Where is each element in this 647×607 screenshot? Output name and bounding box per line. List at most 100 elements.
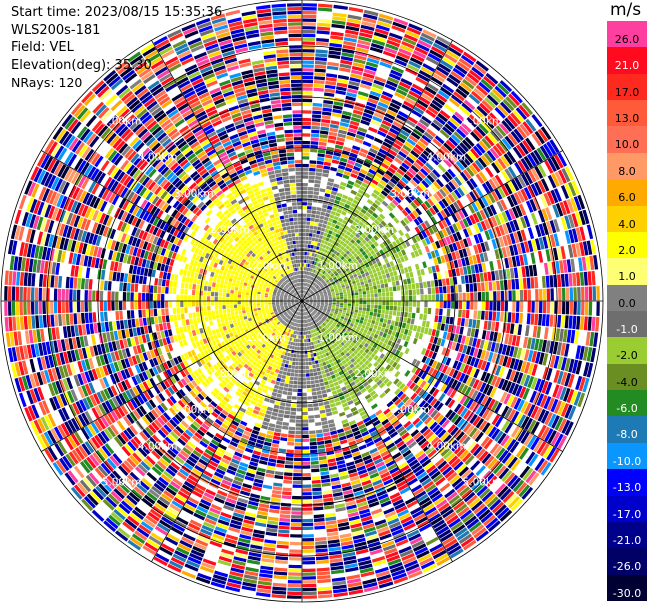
- velocity-gate: [262, 484, 273, 490]
- velocity-gate: [290, 372, 295, 377]
- velocity-gate: [342, 207, 349, 213]
- velocity-gate: [315, 429, 323, 434]
- velocity-gate: [435, 264, 440, 273]
- velocity-gate: [355, 298, 359, 301]
- velocity-gate: [287, 438, 295, 442]
- velocity-gate: [385, 134, 396, 142]
- velocity-gate: [394, 275, 399, 281]
- velocity-gate: [404, 141, 414, 150]
- velocity-gate: [341, 52, 354, 58]
- velocity-gate: [316, 270, 319, 275]
- velocity-gate: [327, 458, 336, 463]
- velocity-gate: [495, 125, 507, 137]
- velocity-gate: [453, 131, 464, 141]
- velocity-gate: [414, 242, 421, 250]
- velocity-gate: [457, 209, 465, 219]
- velocity-gate: [449, 117, 460, 128]
- velocity-gate: [280, 510, 291, 515]
- velocity-gate: [450, 191, 459, 201]
- velocity-gate: [374, 297, 378, 301]
- velocity-gate: [447, 293, 451, 301]
- velocity-gate: [418, 182, 427, 191]
- velocity-gate: [356, 43, 370, 50]
- velocity-gate: [294, 442, 302, 446]
- velocity-gate: [345, 29, 359, 36]
- velocity-gate: [407, 265, 413, 273]
- velocity-gate: [326, 185, 333, 191]
- velocity-gate: [348, 80, 360, 87]
- velocity-gate: [340, 298, 344, 301]
- velocity-gate: [446, 285, 451, 294]
- velocity-gate: [325, 245, 330, 250]
- velocity-gate: [342, 110, 352, 117]
- velocity-gate: [294, 457, 302, 462]
- velocity-gate: [386, 301, 390, 306]
- velocity-gate: [365, 271, 370, 277]
- velocity-gate: [479, 209, 487, 220]
- velocity-gate: [305, 365, 309, 370]
- velocity-gate: [444, 324, 449, 332]
- velocity-gate: [391, 199, 399, 207]
- velocity-gate: [339, 240, 345, 246]
- velocity-gate: [491, 176, 501, 188]
- velocity-gate: [302, 175, 309, 179]
- velocity-gate: [408, 238, 414, 246]
- velocity-gate: [436, 322, 442, 330]
- velocity-gate: [334, 224, 340, 230]
- velocity-gate: [517, 160, 527, 173]
- velocity-gate: [408, 167, 417, 176]
- velocity-gate: [345, 231, 351, 236]
- velocity-gate: [440, 86, 452, 97]
- velocity-gate: [354, 289, 359, 293]
- velocity-gate: [274, 384, 279, 390]
- velocity-gate: [474, 264, 479, 274]
- velocity-gate: [537, 180, 546, 194]
- velocity-gate: [320, 297, 325, 299]
- velocity-gate: [383, 217, 390, 224]
- velocity-gate: [306, 292, 310, 296]
- velocity-gate: [518, 278, 523, 290]
- velocity-gate: [413, 50, 427, 59]
- velocity-gate: [365, 311, 370, 316]
- velocity-gate: [387, 267, 393, 273]
- velocity-gate: [310, 276, 313, 280]
- velocity-gate: [392, 286, 397, 292]
- velocity-gate: [494, 107, 506, 119]
- velocity-gate: [339, 63, 352, 69]
- velocity-gate: [311, 357, 315, 361]
- velocity-gate: [508, 290, 512, 301]
- velocity-gate: [302, 148, 310, 152]
- velocity-gate: [302, 221, 306, 225]
- velocity-gate: [564, 230, 571, 244]
- velocity-gate: [306, 275, 309, 279]
- velocity-gate: [336, 221, 342, 226]
- velocity-gate: [318, 375, 323, 379]
- velocity-gate: [456, 174, 466, 184]
- velocity-gate: [421, 179, 430, 189]
- velocity-gate: [461, 207, 469, 218]
- velocity-gate: [322, 103, 333, 109]
- velocity-gate: [384, 224, 391, 231]
- velocity-gate: [466, 301, 470, 310]
- velocity-gate: [296, 354, 300, 358]
- velocity-gate: [336, 86, 347, 92]
- velocity-gate: [308, 183, 315, 187]
- velocity-gate: [505, 96, 518, 109]
- velocity-gate: [343, 278, 347, 283]
- velocity-gate: [316, 230, 321, 235]
- velocity-gate: [468, 114, 480, 125]
- velocity-gate: [338, 217, 344, 223]
- velocity-gate: [325, 258, 329, 263]
- velocity-gate: [336, 82, 348, 88]
- velocity-gate: [387, 319, 392, 325]
- velocity-gate: [302, 473, 311, 477]
- velocity-gate: [522, 139, 533, 153]
- velocity-gate: [377, 151, 386, 159]
- velocity-gate: [328, 465, 338, 471]
- velocity-gate: [436, 66, 450, 77]
- velocity-gate: [386, 215, 393, 222]
- velocity-gate: [557, 152, 568, 167]
- velocity-gate: [330, 280, 335, 284]
- velocity-gate: [361, 165, 370, 172]
- velocity-gate: [311, 273, 315, 277]
